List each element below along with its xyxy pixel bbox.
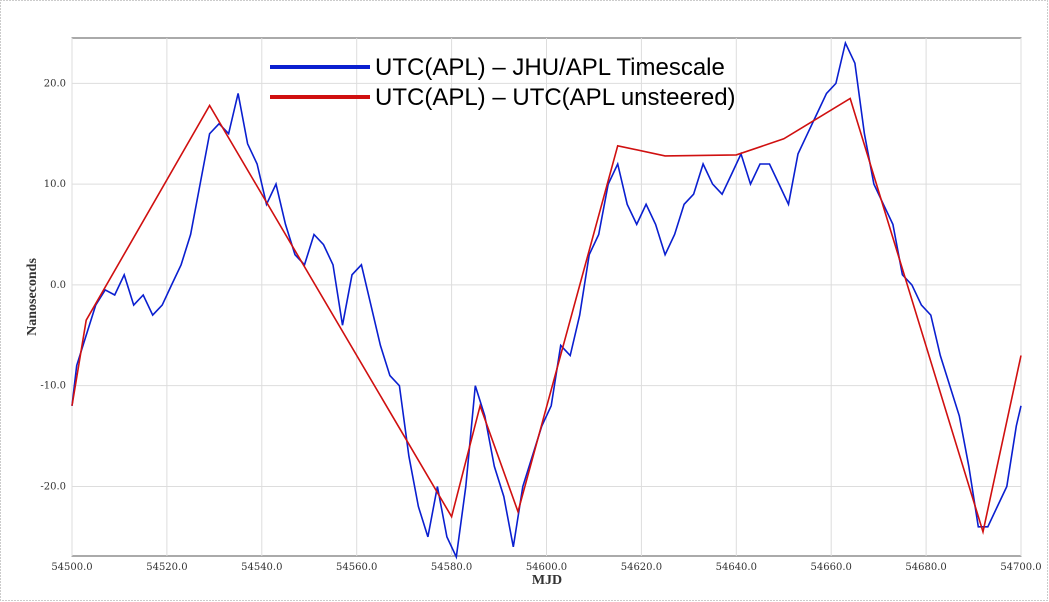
x-tick-label: 54660.0 <box>811 562 852 573</box>
series-line <box>71 97 1022 535</box>
x-tick-label: 54600.0 <box>526 562 567 573</box>
x-tick-label: 54520.0 <box>146 562 187 573</box>
y-tick-label: 0.0 <box>50 280 66 291</box>
y-tick-label: 20.0 <box>44 78 66 89</box>
series-line <box>71 40 1022 560</box>
x-tick-label: 54580.0 <box>431 562 472 573</box>
y-tick-label: -20.0 <box>40 481 66 492</box>
y-tick-label: -10.0 <box>40 381 66 392</box>
legend-label: UTC(APL) – JHU/APL Timescale <box>375 54 725 81</box>
x-axis-label: MJD <box>532 573 562 588</box>
y-axis-label: Nanoseconds <box>25 258 40 336</box>
x-tick-label: 54620.0 <box>621 562 662 573</box>
legend-label: UTC(APL) – UTC(APL unsteered) <box>375 84 736 111</box>
x-tick-label: 54500.0 <box>51 562 92 573</box>
y-tick-label: 10.0 <box>44 179 66 190</box>
x-tick-label: 54540.0 <box>241 562 282 573</box>
x-tick-label: 54560.0 <box>336 562 377 573</box>
x-tick-label: 54640.0 <box>716 562 757 573</box>
x-tick-label: 54680.0 <box>905 562 946 573</box>
x-tick-label: 54700.0 <box>1000 562 1041 573</box>
